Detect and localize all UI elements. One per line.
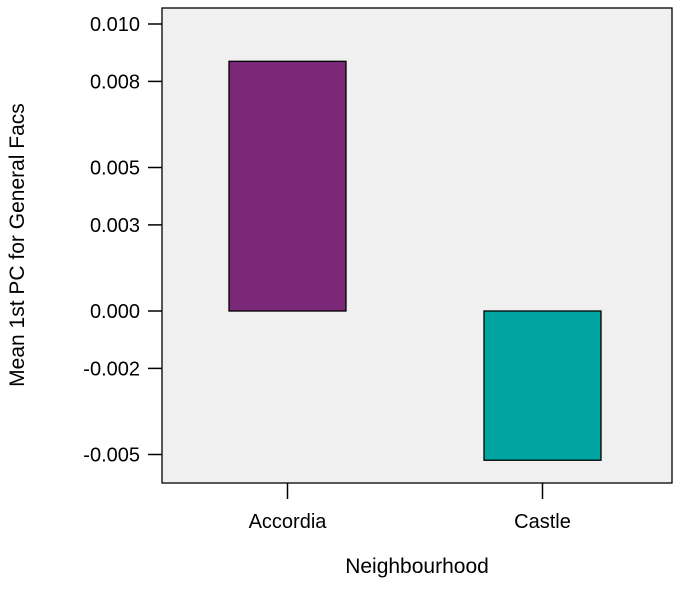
- x-axis: Accordia Castle: [249, 483, 571, 533]
- y-tick-label: 0.010: [90, 14, 140, 36]
- x-axis-title: Neighbourhood: [345, 555, 489, 578]
- x-tick-label: Castle: [514, 511, 571, 533]
- y-tick-label: 0.000: [90, 301, 140, 323]
- bar-accordia: [228, 60, 347, 312]
- y-axis: 0.010 0.008 0.005 0.003 0.000 -0.002 -0.005: [83, 14, 162, 467]
- bar-castle: [483, 310, 602, 461]
- x-tick-label: Accordia: [249, 511, 328, 533]
- y-tick-label: 0.008: [90, 71, 140, 93]
- y-tick-label: -0.002: [83, 358, 140, 380]
- y-tick-label: -0.005: [83, 445, 140, 467]
- y-tick-label: 0.005: [90, 158, 140, 180]
- y-axis-title: Mean 1st PC for General Facs: [6, 103, 29, 387]
- bars: [228, 60, 602, 461]
- y-tick-label: 0.003: [90, 215, 140, 237]
